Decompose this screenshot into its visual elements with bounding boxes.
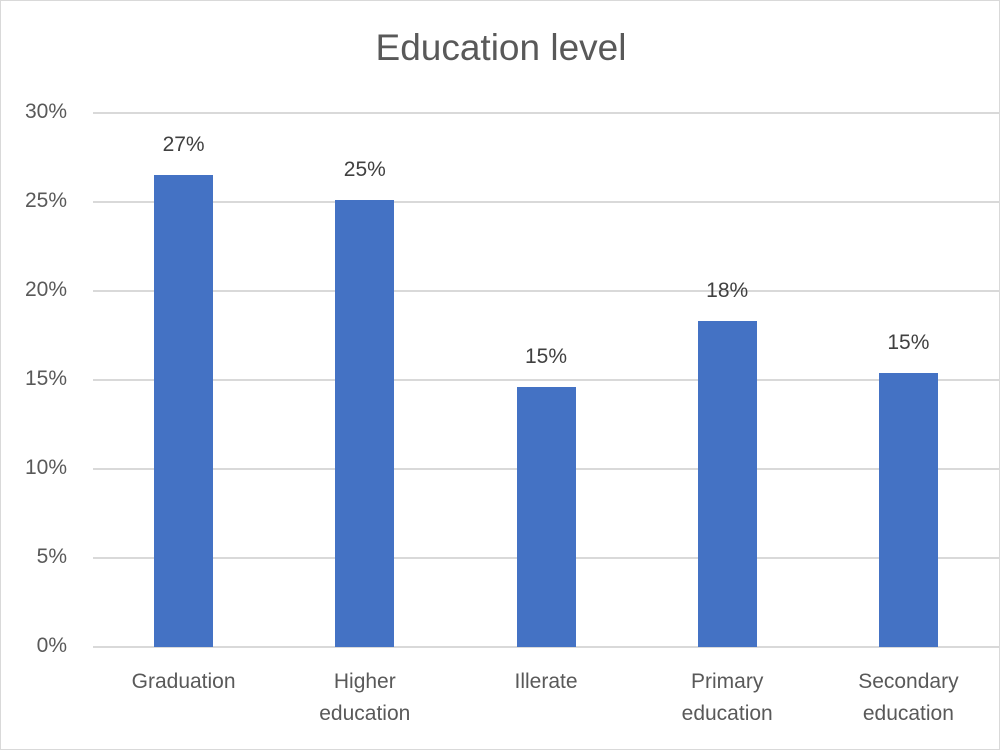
x-category-label: Graduation	[131, 670, 236, 693]
y-tick-label: 30%	[24, 100, 67, 123]
bar[interactable]	[154, 175, 214, 647]
x-category-label: Secondary education	[858, 670, 959, 725]
bar[interactable]	[697, 321, 757, 647]
y-tick-label: 10%	[24, 456, 67, 479]
bar[interactable]	[878, 372, 938, 647]
y-tick-label: 20%	[24, 278, 67, 301]
y-tick-label: 25%	[24, 189, 67, 212]
data-label: 18%	[706, 279, 749, 303]
y-tick-label: 5%	[36, 545, 67, 568]
data-label: 25%	[343, 158, 386, 182]
data-label: 15%	[524, 345, 568, 369]
x-category-label: Higher education	[319, 670, 411, 725]
chart-title: Education level	[375, 27, 627, 68]
bar[interactable]	[335, 200, 395, 647]
x-category-label: Primary education	[681, 670, 773, 725]
y-tick-label: 15%	[24, 367, 67, 390]
gridline	[93, 290, 999, 292]
bar[interactable]	[516, 387, 576, 647]
gridline	[93, 379, 999, 381]
gridline	[93, 112, 999, 114]
gridline	[93, 201, 999, 203]
x-category-label: Illerate	[514, 670, 578, 693]
gridline	[93, 646, 999, 648]
data-label: 15%	[887, 330, 930, 354]
data-label: 27%	[162, 133, 205, 157]
y-tick-label: 0%	[36, 634, 67, 657]
